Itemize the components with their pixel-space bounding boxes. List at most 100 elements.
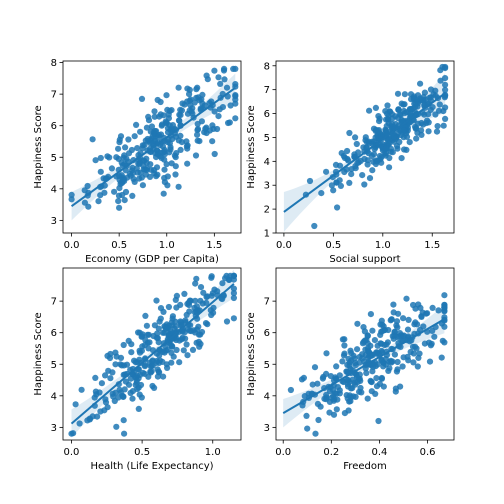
data-point bbox=[121, 197, 128, 204]
data-point bbox=[391, 351, 398, 358]
data-point bbox=[97, 168, 104, 175]
x-tick-label: 0.5 bbox=[111, 240, 127, 251]
data-point bbox=[219, 295, 226, 303]
data-point bbox=[401, 146, 408, 153]
data-point bbox=[175, 117, 183, 124]
data-point bbox=[121, 430, 128, 437]
data-point bbox=[194, 126, 202, 133]
data-point bbox=[125, 136, 132, 143]
data-point bbox=[380, 363, 387, 370]
data-point bbox=[81, 187, 88, 194]
data-point bbox=[440, 108, 447, 115]
data-point bbox=[364, 333, 371, 340]
data-point bbox=[68, 430, 75, 437]
data-point bbox=[127, 375, 134, 382]
x-tick-label: 1.0 bbox=[375, 240, 391, 251]
data-point bbox=[146, 173, 154, 180]
data-point bbox=[434, 123, 441, 130]
data-point bbox=[386, 164, 393, 171]
data-point bbox=[192, 297, 199, 304]
data-point bbox=[375, 417, 382, 425]
data-point bbox=[382, 129, 389, 136]
data-point bbox=[221, 65, 228, 72]
x-tick-label: 0.5 bbox=[134, 447, 150, 458]
data-point bbox=[353, 140, 360, 148]
data-point bbox=[136, 356, 143, 363]
data-point bbox=[410, 359, 417, 366]
data-point bbox=[403, 295, 410, 302]
data-point bbox=[326, 409, 333, 416]
scatter-points bbox=[68, 272, 237, 437]
data-point bbox=[138, 95, 146, 102]
data-point bbox=[136, 159, 143, 166]
data-point bbox=[161, 148, 168, 155]
data-point bbox=[161, 179, 168, 186]
data-point bbox=[370, 151, 378, 158]
y-axis-label: Happiness Score bbox=[246, 105, 257, 188]
data-point bbox=[441, 339, 448, 346]
y-axis-label: Happiness Score bbox=[33, 312, 44, 395]
data-point bbox=[230, 315, 237, 322]
data-point bbox=[167, 146, 174, 153]
data-point bbox=[344, 380, 351, 387]
data-point bbox=[378, 357, 385, 364]
data-point bbox=[164, 364, 171, 371]
data-point bbox=[133, 121, 140, 128]
data-point bbox=[364, 395, 371, 402]
data-point bbox=[168, 343, 176, 350]
data-point bbox=[204, 76, 211, 83]
data-point bbox=[287, 386, 294, 394]
data-point bbox=[96, 389, 103, 396]
data-point bbox=[356, 371, 363, 378]
data-point bbox=[149, 382, 156, 390]
data-point bbox=[127, 389, 134, 397]
data-point bbox=[415, 301, 422, 308]
data-point bbox=[142, 336, 149, 343]
data-point bbox=[156, 149, 163, 156]
y-tick-label: 7 bbox=[264, 297, 270, 308]
data-point bbox=[334, 396, 341, 403]
data-point bbox=[145, 373, 152, 380]
data-point bbox=[403, 133, 411, 140]
data-point bbox=[359, 351, 366, 358]
data-point bbox=[158, 122, 165, 129]
data-point bbox=[192, 152, 200, 159]
data-point bbox=[206, 127, 213, 134]
data-point bbox=[348, 171, 355, 178]
data-point bbox=[330, 387, 337, 394]
data-point bbox=[136, 391, 143, 398]
data-point bbox=[442, 65, 449, 72]
data-point bbox=[408, 96, 415, 103]
data-point bbox=[208, 274, 215, 281]
data-point bbox=[437, 67, 444, 74]
data-point bbox=[367, 311, 374, 318]
data-point bbox=[421, 340, 428, 347]
data-point bbox=[120, 341, 127, 349]
data-point bbox=[232, 115, 239, 122]
data-point bbox=[104, 352, 111, 359]
data-point bbox=[128, 349, 135, 356]
data-point bbox=[173, 336, 180, 344]
data-point bbox=[304, 425, 311, 432]
y-tick-label: 6 bbox=[51, 328, 57, 339]
data-point bbox=[163, 92, 170, 99]
data-point bbox=[363, 370, 370, 377]
data-point bbox=[428, 340, 435, 347]
data-point bbox=[208, 311, 215, 319]
data-point bbox=[72, 401, 79, 408]
data-point bbox=[158, 154, 165, 161]
x-tick-label: 1.5 bbox=[424, 240, 440, 251]
data-point bbox=[177, 319, 184, 326]
data-point bbox=[185, 302, 193, 309]
data-point bbox=[173, 292, 180, 299]
regression-line bbox=[70, 87, 236, 207]
data-point bbox=[230, 290, 237, 297]
data-point bbox=[406, 139, 413, 146]
data-point bbox=[102, 399, 110, 406]
data-point bbox=[365, 349, 373, 356]
data-point bbox=[442, 75, 449, 82]
data-point bbox=[211, 150, 218, 158]
data-point bbox=[306, 177, 314, 185]
data-point bbox=[384, 102, 391, 109]
data-point bbox=[390, 301, 397, 308]
